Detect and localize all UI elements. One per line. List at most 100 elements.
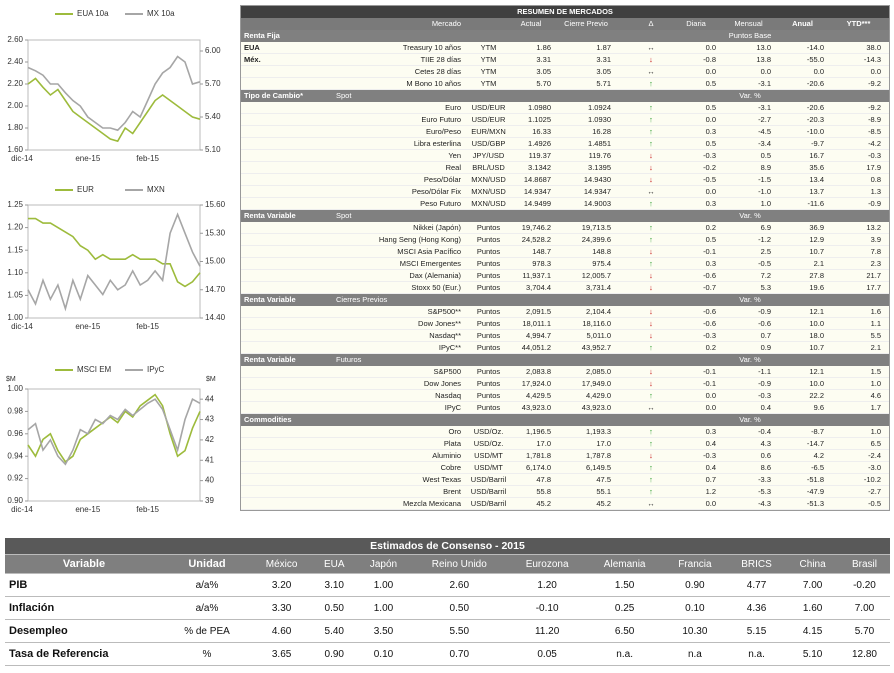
data-row: Dow Jones Puntos 17,924.0 17,949.0 ↓ -0.1 -0.9… <box>241 378 889 390</box>
trend-arrow: ↑ <box>649 391 653 400</box>
series-line <box>27 393 201 463</box>
section-var-label: Puntos Base <box>728 31 772 40</box>
cell: 11.20 <box>507 619 587 643</box>
cell: 1.00 <box>356 573 411 597</box>
cell: USD/Barril <box>470 499 507 508</box>
cell: 6.9 <box>760 223 771 232</box>
trend-arrow: ↑ <box>649 79 653 88</box>
trend-arrow: ↑ <box>649 103 653 112</box>
y2-tick-label: 40 <box>205 476 214 485</box>
x-tick-label: dic-14 <box>11 154 33 163</box>
cell: 2.60 <box>410 573 508 597</box>
legend-label: MSCI EM <box>77 365 112 374</box>
cell: 44,051.2 <box>521 343 551 352</box>
section-subtitle: Futuros <box>336 355 362 364</box>
cell: 12,005.7 <box>581 271 611 280</box>
cell: 19,746.2 <box>521 223 551 232</box>
column-header: Diaria <box>686 19 706 28</box>
y-axis-label: $M <box>6 376 16 383</box>
cell: 4.6 <box>870 391 881 400</box>
cell: 6.50 <box>586 619 663 643</box>
cell: -20.6 <box>806 103 824 112</box>
cell: 0.0 <box>705 403 716 412</box>
cell: IPyC <box>444 403 461 412</box>
cell: 12.1 <box>809 367 824 376</box>
cell: Puntos <box>476 331 501 340</box>
cell: 6,149.5 <box>585 463 611 472</box>
cell: 2.5 <box>760 247 771 256</box>
cell: USD/EUR <box>471 115 506 124</box>
cell: Peso Futuro <box>420 199 461 208</box>
cell: -11.6 <box>807 199 824 208</box>
cell: 1.00 <box>356 596 411 620</box>
cell: 0.4 <box>705 439 716 448</box>
cell: 55.8 <box>536 487 551 496</box>
cell: -0.3 <box>703 151 716 160</box>
column-header: México <box>251 554 313 574</box>
cell: 0.0 <box>705 499 716 508</box>
cell: 4,429.0 <box>585 391 611 400</box>
cell: 0.3 <box>705 199 716 208</box>
y-tick-label: 0.94 <box>7 451 23 460</box>
column-header: Cierre Previo <box>564 19 608 28</box>
cell: 3.20 <box>251 573 313 597</box>
data-row: Oro USD/Oz. 1,196.5 1,193.3 ↑ 0.3 -0.4 -8.7 1.0 <box>241 426 889 438</box>
data-row: Peso Futuro MXN/USD 14.9499 14.9003 ↑ 0.3 1.0 -… <box>241 198 889 210</box>
trend-arrow: ↑ <box>649 487 653 496</box>
cell: 18,116.0 <box>582 319 611 328</box>
cell: 18,011.1 <box>522 319 551 328</box>
table-title: Estimados de Consenso - 2015 <box>5 538 890 555</box>
y2-tick-label: 15.30 <box>205 228 226 237</box>
trend-arrow: ↓ <box>649 367 653 376</box>
cell: USD/Oz. <box>473 439 504 448</box>
cell: -4.5 <box>758 127 771 136</box>
cell: Dow Jones <box>423 379 461 388</box>
cell: 0.10 <box>356 642 411 666</box>
cell: 5.70 <box>838 619 890 643</box>
section-title: Commodities <box>244 415 292 424</box>
cell: n.a. <box>726 642 787 666</box>
cell: -0.3 <box>868 151 881 160</box>
cell: -0.6 <box>703 271 716 280</box>
cell: 3.05 <box>596 67 611 76</box>
data-row: S&P500** Puntos 2,091.5 2,104.4 ↓ -0.6 -0.9 12.… <box>241 306 889 318</box>
cell: 43,923.0 <box>521 403 551 412</box>
trend-arrow: ↑ <box>649 439 653 448</box>
data-row: Libra esterlina USD/GBP 1.4926 1.4851 ↑ 0.5 -3… <box>241 138 889 150</box>
column-header: EUA <box>312 554 357 574</box>
trend-arrow: ↓ <box>649 379 653 388</box>
cell: 1.7 <box>870 403 881 412</box>
cell: Euro/Peso <box>425 127 461 136</box>
cell: 27.8 <box>809 271 824 280</box>
cell: 0.0 <box>705 115 716 124</box>
cell: 17.0 <box>536 439 551 448</box>
cell: 5.71 <box>596 79 611 88</box>
cell: USD/MT <box>474 451 503 460</box>
data-row: Tasa de Referencia% 3.65 0.90 0.10 0.70 0.05 n… <box>5 642 890 666</box>
cell: 148.8 <box>592 247 611 256</box>
x-tick-label: ene-15 <box>75 154 100 163</box>
cell: JPY/USD <box>472 151 505 160</box>
cell: Mezcla Mexicana <box>403 499 461 508</box>
cell: 0.70 <box>410 642 508 666</box>
cell: 9.6 <box>813 403 824 412</box>
cell: -0.2 <box>703 163 716 172</box>
series-line <box>27 212 201 312</box>
cell: Puntos <box>476 259 501 268</box>
cell: -5.3 <box>758 487 771 496</box>
cell: -0.6 <box>758 319 771 328</box>
cell: 4.2 <box>813 451 824 460</box>
y-tick-label: 1.00 <box>7 384 23 393</box>
cell: 16.33 <box>532 127 551 136</box>
section-var-label: Var. % <box>739 355 761 364</box>
cell: Puntos <box>476 307 501 316</box>
cell: % <box>163 642 251 666</box>
data-row: Yen JPY/USD 119.37 119.76 ↓ -0.3 0.5 16.7 -0.3 <box>241 150 889 162</box>
cell: 18.0 <box>809 331 824 340</box>
y-tick-label: 1.00 <box>7 313 23 322</box>
cell: -14.0 <box>806 43 824 52</box>
data-row: Nasdaq Puntos 4,429.5 4,429.0 ↑ 0.0 -0.3 22.2 4.… <box>241 390 889 402</box>
legend-label: MX 10a <box>147 9 175 18</box>
y-tick-label: 0.92 <box>7 474 23 483</box>
cell: 10.30 <box>662 619 727 643</box>
